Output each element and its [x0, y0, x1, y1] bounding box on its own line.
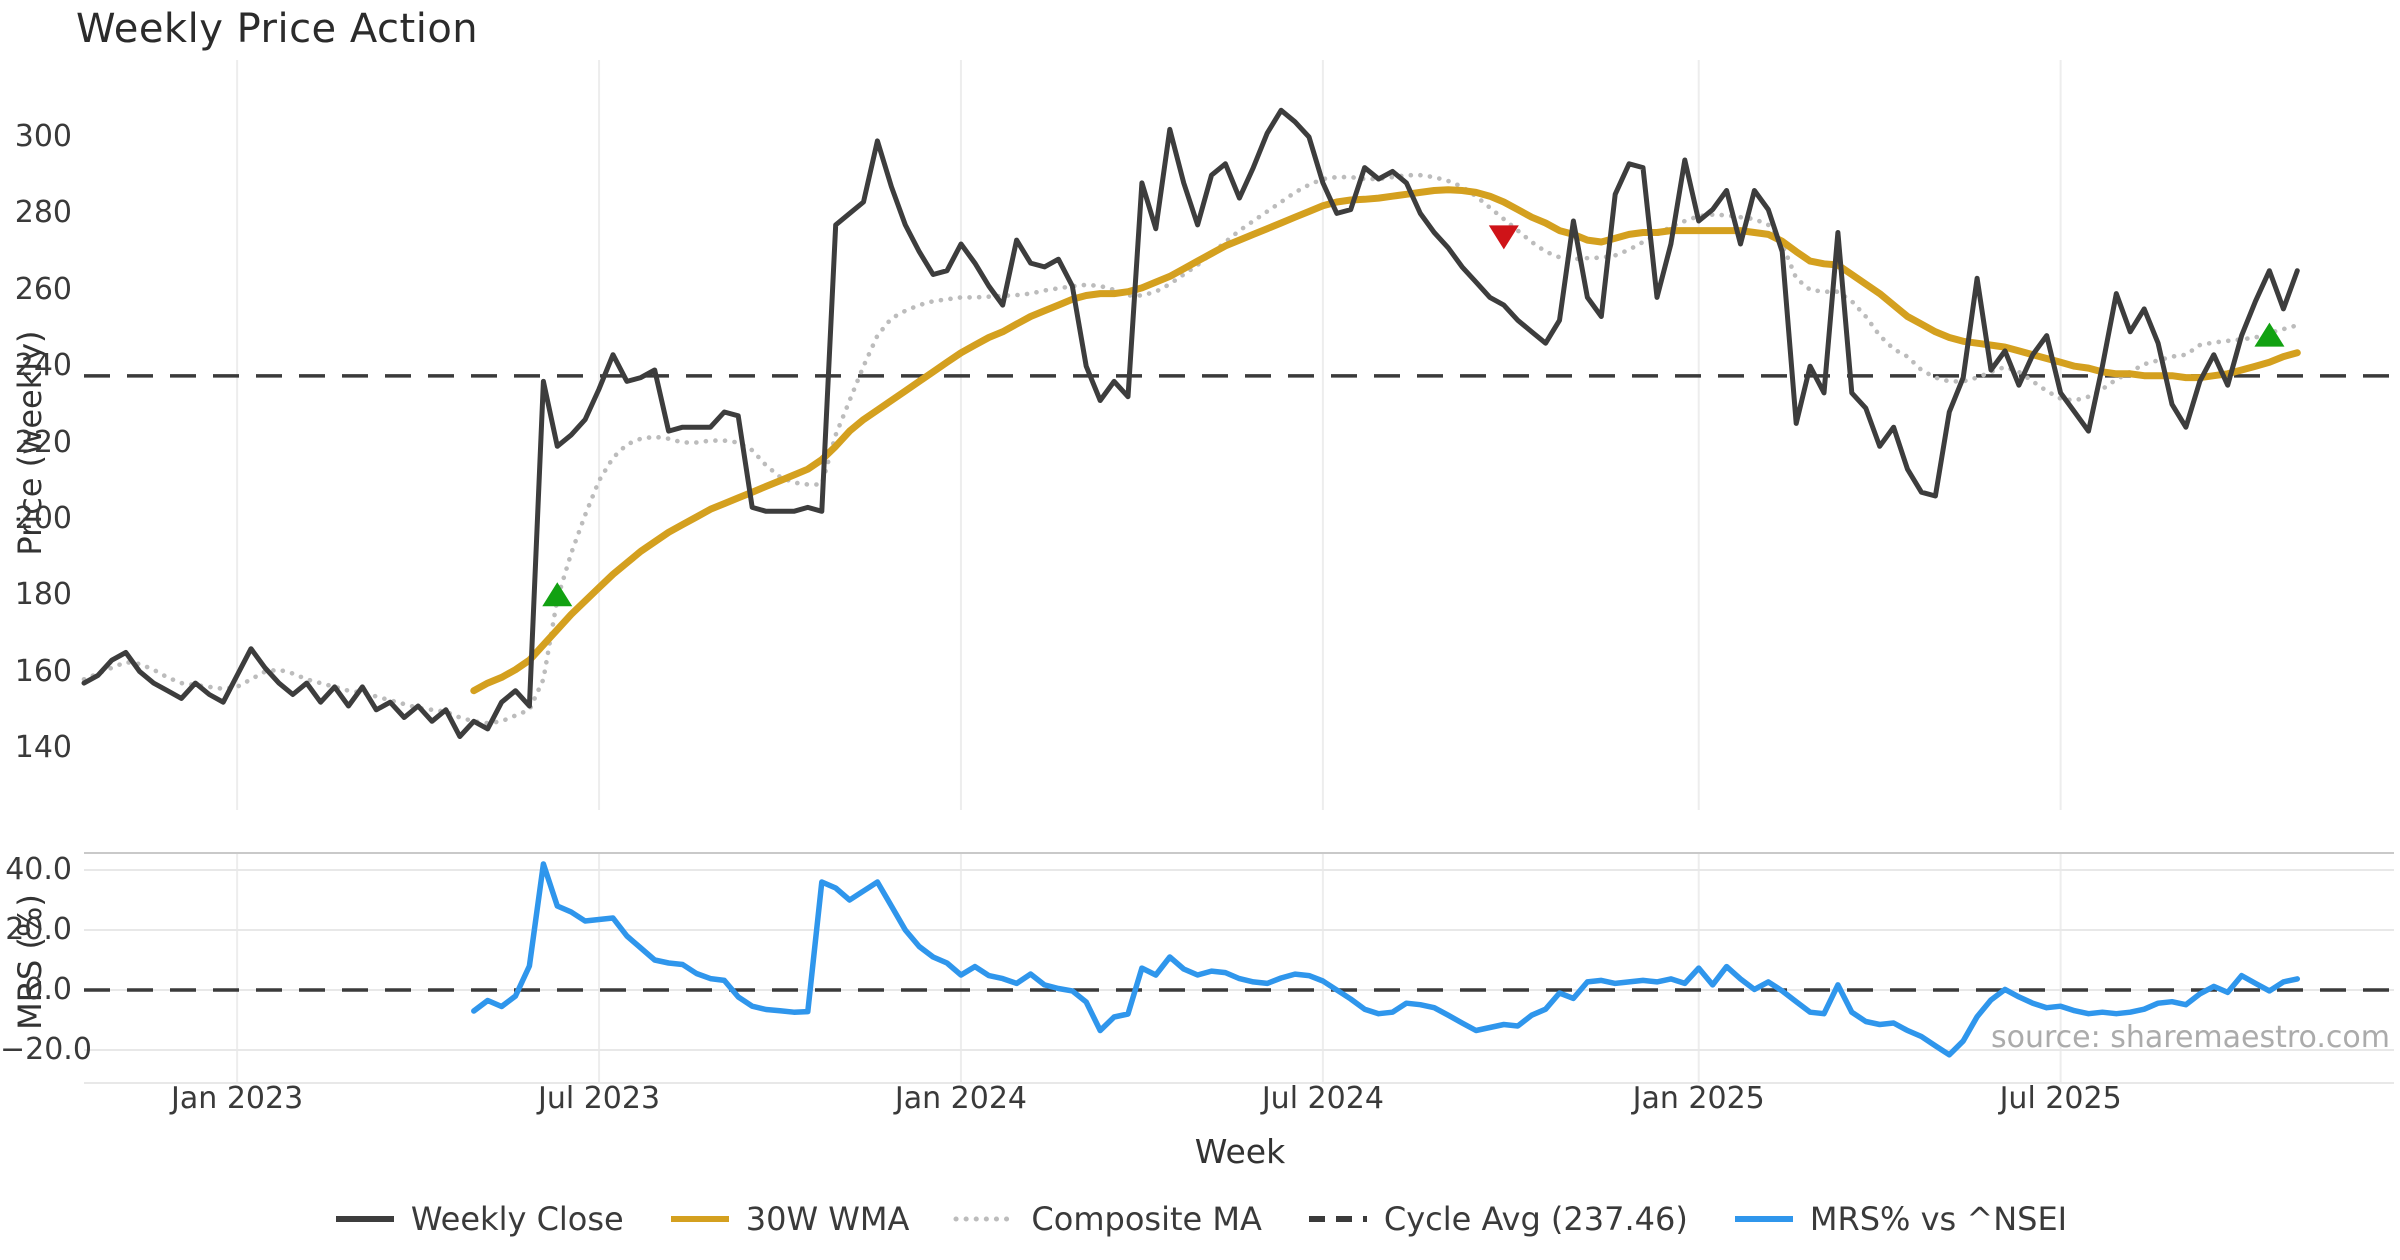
price-y-tick-label: 160 [14, 653, 72, 689]
mrs-y-axis-title: MRS (%) [11, 894, 49, 1030]
buy-signal-marker [542, 582, 573, 607]
legend-item-weekly-close: Weekly Close [333, 1200, 624, 1238]
legend-label: Composite MA [1031, 1200, 1262, 1238]
legend-swatch-icon [1734, 1216, 1793, 1222]
mrs-y-tick-label: 20.0 [5, 912, 72, 947]
legend-item-cycle-avg-237-46: Cycle Avg (237.46) [1306, 1200, 1688, 1238]
legend: Weekly Close 30W WMA Composite MA Cycle Avg… [0, 1200, 2400, 1238]
price-y-tick-label: 200 [14, 500, 72, 536]
price-y-tick-label: 280 [14, 195, 72, 231]
price-y-tick-label: 220 [14, 424, 72, 460]
legend-label: 30W WMA [745, 1200, 910, 1238]
price-y-tick-label: 240 [14, 348, 72, 384]
x-tick-label: Jan 2025 [1632, 1081, 1765, 1116]
buy-signal-marker [2254, 322, 2285, 347]
x-axis-title: Week [1194, 1132, 1286, 1171]
price-y-tick-label: 180 [14, 577, 72, 613]
mrs-y-tick-label: 40.0 [5, 852, 72, 887]
x-tick-label: Jan 2024 [894, 1081, 1028, 1116]
legend-item-composite-ma: Composite MA [953, 1200, 1262, 1238]
x-tick-label: Jul 2024 [1261, 1081, 1384, 1116]
mrs-y-tick-label: −20.0 [0, 1032, 92, 1067]
legend-label: Cycle Avg (237.46) [1383, 1200, 1688, 1238]
legend-label: MRS% vs ^NSEI [1809, 1200, 2068, 1238]
legend-swatch-icon [335, 1216, 394, 1222]
wma-30w-line [470, 186, 2301, 695]
legend-label: Weekly Close [410, 1200, 624, 1238]
legend-swatch-icon [1308, 1216, 1367, 1222]
mrs-line [471, 861, 2301, 1058]
legend-swatch-icon [953, 1216, 1017, 1222]
legend-item-30w-wma: 30W WMA [668, 1200, 910, 1238]
x-tick-label: Jan 2023 [171, 1081, 304, 1116]
source-watermark: source: sharemaestro.com [1991, 1020, 2390, 1055]
composite-ma-line [81, 172, 2300, 726]
price-y-tick-label: 300 [14, 119, 72, 155]
x-tick-label: Jul 2023 [537, 1081, 661, 1116]
price-y-tick-label: 260 [14, 271, 72, 307]
price-y-tick-label: 140 [14, 730, 72, 765]
weekly-close-line [81, 107, 2300, 739]
sell-signal-marker [1488, 225, 1519, 250]
mrs-y-tick-label: 0.0 [24, 972, 72, 1007]
chart-title: Weekly Price Action [76, 6, 479, 52]
legend-swatch-icon [670, 1216, 729, 1222]
legend-item-mrs-vs-nsei: MRS% vs ^NSEI [1732, 1200, 2067, 1238]
x-tick-label: Jul 2025 [1999, 1081, 2122, 1116]
